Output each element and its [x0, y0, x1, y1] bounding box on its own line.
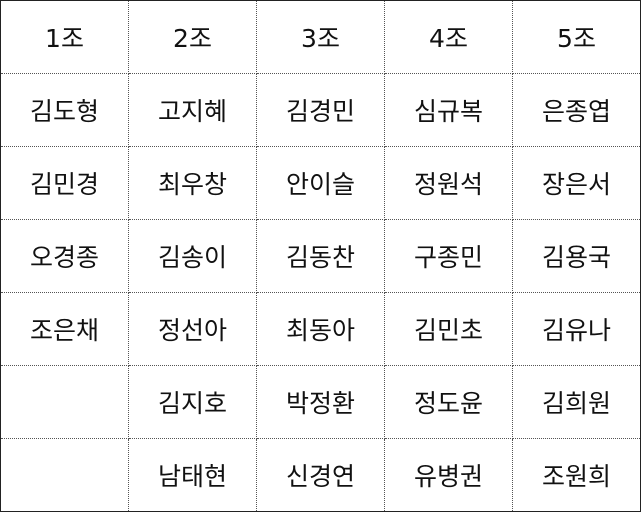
table-cell: 은종엽: [512, 73, 641, 147]
table-cell-empty: [0, 365, 129, 439]
table-cell: 김희원: [512, 365, 641, 439]
header-cell-group-2: 2조: [128, 0, 257, 74]
table-row: 김도형 고지혜 김경민 심규복 은종엽: [0, 73, 641, 147]
table-cell: 김민경: [0, 146, 129, 220]
header-row: 1조 2조 3조 4조 5조: [0, 0, 641, 74]
table-cell: 정원석: [384, 146, 513, 220]
table-row: 김민경 최우창 안이슬 정원석 장은서: [0, 146, 641, 220]
table-row: 조은채 정선아 최동아 김민초 김유나: [0, 292, 641, 366]
table-row: 오경종 김송이 김동찬 구종민 김용국: [0, 219, 641, 293]
header-cell-group-3: 3조: [256, 0, 385, 74]
table-cell: 유병권: [384, 438, 513, 512]
table-cell: 조은채: [0, 292, 129, 366]
table-cell: 장은서: [512, 146, 641, 220]
table-cell: 구종민: [384, 219, 513, 293]
table-cell: 김경민: [256, 73, 385, 147]
header-cell-group-1: 1조: [0, 0, 129, 74]
header-cell-group-5: 5조: [512, 0, 641, 74]
table-cell: 김도형: [0, 73, 129, 147]
table-cell: 신경연: [256, 438, 385, 512]
table-cell: 조원희: [512, 438, 641, 512]
table-cell: 정도윤: [384, 365, 513, 439]
table-cell: 박정환: [256, 365, 385, 439]
table-cell: 김용국: [512, 219, 641, 293]
table-cell: 정선아: [128, 292, 257, 366]
table-cell: 김지호: [128, 365, 257, 439]
table-cell: 김민초: [384, 292, 513, 366]
table-cell: 오경종: [0, 219, 129, 293]
header-cell-group-4: 4조: [384, 0, 513, 74]
table-cell: 김송이: [128, 219, 257, 293]
table-cell: 김유나: [512, 292, 641, 366]
table-cell: 심규복: [384, 73, 513, 147]
table-cell: 김동찬: [256, 219, 385, 293]
table-cell: 최우창: [128, 146, 257, 220]
table-cell: 남태현: [128, 438, 257, 512]
table-cell: 고지혜: [128, 73, 257, 147]
table-cell-empty: [0, 438, 129, 512]
table-row: 남태현 신경연 유병권 조원희: [0, 438, 641, 512]
table-row: 김지호 박정환 정도윤 김희원: [0, 365, 641, 439]
table-cell: 안이슬: [256, 146, 385, 220]
table-cell: 최동아: [256, 292, 385, 366]
